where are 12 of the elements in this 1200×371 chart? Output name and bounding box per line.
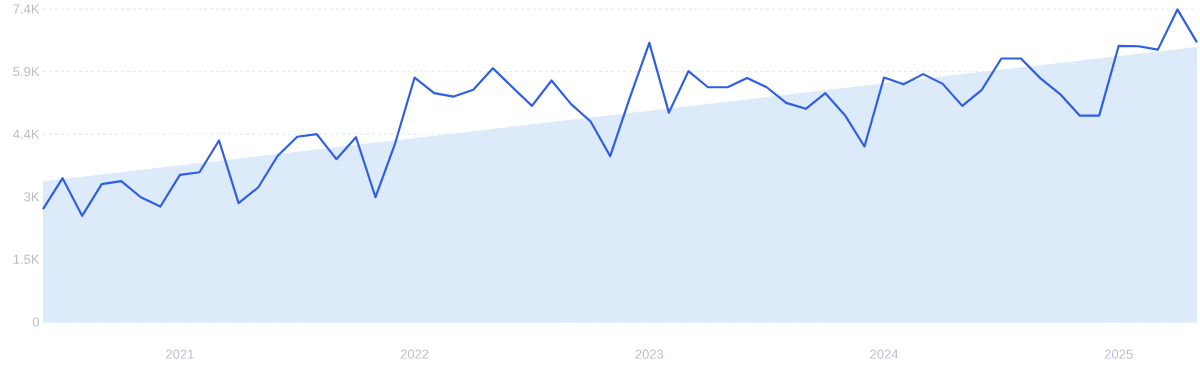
x-tick-label: 2023 — [635, 349, 664, 359]
y-tick-label: 1.5K — [13, 254, 40, 264]
y-tick-label: 4.4K — [13, 129, 40, 139]
x-tick-label: 2022 — [400, 349, 429, 359]
x-tick-label: 2025 — [1104, 349, 1133, 359]
x-tick-label: 2021 — [166, 349, 194, 359]
line-series — [41, 8, 1199, 217]
y-tick-label: 5.9K — [13, 67, 40, 77]
y-tick-label: 3K — [24, 192, 40, 202]
x-tick-label: 2024 — [870, 349, 899, 359]
y-tick-label: 0 — [32, 317, 39, 327]
y-tick-label: 7.4K — [13, 4, 40, 14]
